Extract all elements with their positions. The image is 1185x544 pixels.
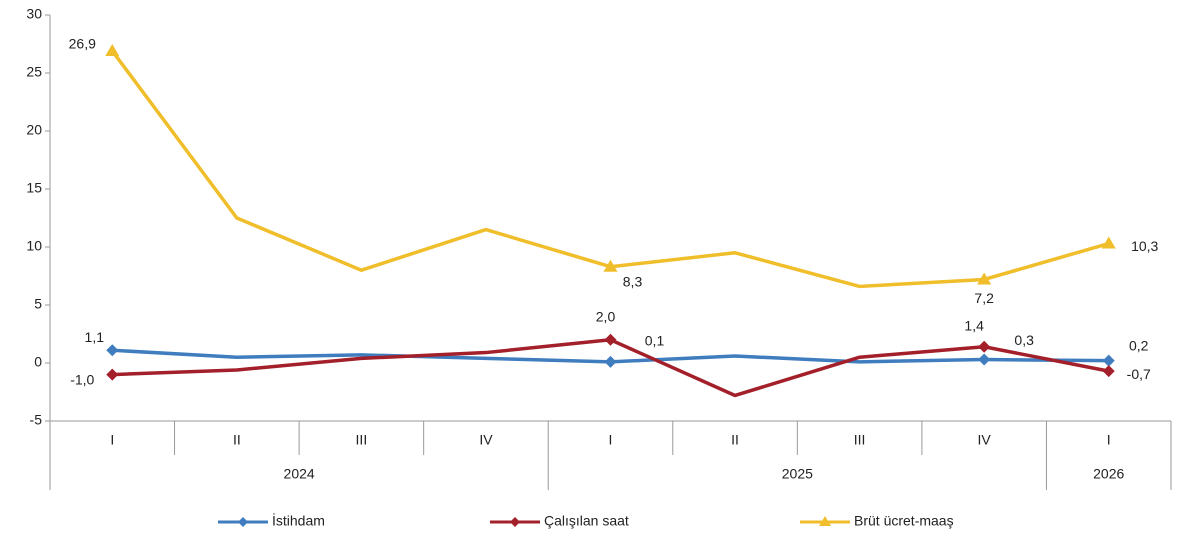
data-label: 2,0 xyxy=(596,309,616,325)
legend-marker xyxy=(238,517,248,527)
y-tick-label: 15 xyxy=(26,180,42,196)
marker xyxy=(106,344,119,357)
marker xyxy=(603,259,618,272)
series-line xyxy=(110,49,1110,289)
legend-marker xyxy=(819,516,831,526)
data-label: -0,7 xyxy=(1127,366,1151,382)
marker xyxy=(978,353,991,366)
y-tick-label: 30 xyxy=(26,6,42,22)
data-label: 0,2 xyxy=(1129,337,1149,353)
marker xyxy=(105,43,120,56)
y-tick-label: 10 xyxy=(26,238,42,254)
x-tick-label: IV xyxy=(978,432,992,448)
legend-label: Çalışılan saat xyxy=(544,513,629,529)
group-label: 2024 xyxy=(284,466,315,482)
legend-label: Brüt ücret-maaş xyxy=(854,513,954,529)
data-label: 1,1 xyxy=(85,329,105,345)
marker xyxy=(1102,365,1115,378)
x-tick-label: I xyxy=(609,432,613,448)
legend-label: İstihdam xyxy=(272,512,325,529)
x-tick-label: I xyxy=(110,432,114,448)
marker xyxy=(1101,236,1116,249)
marker xyxy=(106,368,119,381)
y-tick-label: 20 xyxy=(26,122,42,138)
x-tick-label: II xyxy=(233,432,241,448)
data-label: 0,1 xyxy=(645,333,665,349)
marker xyxy=(1102,354,1115,367)
y-tick-label: -5 xyxy=(30,412,43,428)
data-label: 10,3 xyxy=(1131,238,1158,254)
data-label: 0,3 xyxy=(1014,332,1034,348)
marker xyxy=(978,340,991,353)
group-label: 2025 xyxy=(782,466,813,482)
data-label: 1,4 xyxy=(964,317,984,333)
marker xyxy=(977,272,992,285)
x-tick-label: II xyxy=(731,432,739,448)
marker xyxy=(604,355,617,368)
x-tick-label: I xyxy=(1107,432,1111,448)
group-label: 2026 xyxy=(1093,466,1124,482)
y-tick-label: 0 xyxy=(34,354,42,370)
data-label: -1,0 xyxy=(70,371,94,387)
marker xyxy=(604,333,617,346)
data-label: 7,2 xyxy=(974,290,994,306)
data-label: 26,9 xyxy=(69,36,96,52)
y-tick-label: 25 xyxy=(26,64,42,80)
data-label: 8,3 xyxy=(623,273,643,289)
x-tick-label: III xyxy=(356,432,368,448)
legend-marker xyxy=(510,517,520,527)
x-tick-label: IV xyxy=(479,432,493,448)
x-tick-label: III xyxy=(854,432,866,448)
y-tick-label: 5 xyxy=(34,296,42,312)
